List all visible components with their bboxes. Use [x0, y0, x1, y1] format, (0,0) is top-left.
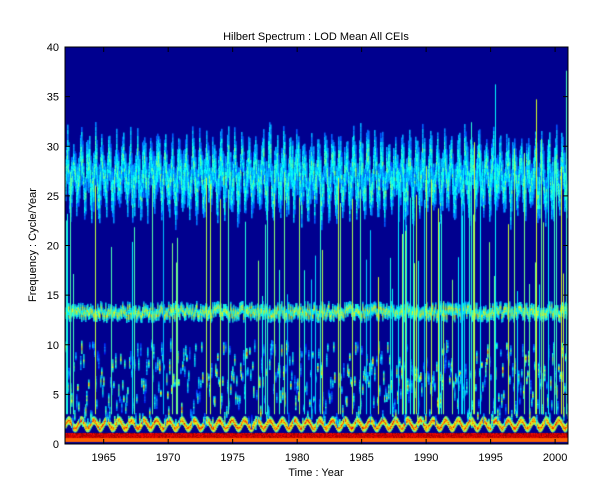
x-tick-label: 1970: [156, 452, 180, 464]
x-axis-label: Time : Year: [288, 467, 344, 479]
y-tick-label: 5: [53, 389, 59, 401]
y-tick-label: 25: [47, 191, 59, 203]
x-tick-label: 2000: [543, 452, 567, 464]
y-tick-label: 10: [47, 340, 59, 352]
x-tick-label: 1985: [349, 452, 373, 464]
y-axis-label: Frequency : Cycle/Year: [27, 188, 39, 302]
y-tick-label: 40: [47, 42, 59, 54]
x-axis: 1965 1970 1975 1980 1985 1990 1995 2000: [91, 47, 567, 464]
y-tick-label: 20: [47, 241, 59, 253]
y-tick-label: 0: [53, 439, 59, 451]
y-tick-label: 15: [47, 290, 59, 302]
x-tick-label: 1965: [91, 452, 115, 464]
x-tick-label: 1980: [285, 452, 309, 464]
chart-title: Hilbert Spectrum : LOD Mean All CEIs: [223, 31, 409, 43]
y-tick-label: 30: [47, 141, 59, 153]
x-tick-label: 1995: [478, 452, 502, 464]
y-axis: 0 5 10 15 20 25 30 35 40: [47, 42, 568, 451]
spectrum-image: [65, 47, 568, 444]
x-tick-label: 1975: [220, 452, 244, 464]
y-tick-label: 35: [47, 92, 59, 104]
x-tick-label: 1990: [414, 452, 438, 464]
spectrum-raster: [65, 47, 568, 444]
